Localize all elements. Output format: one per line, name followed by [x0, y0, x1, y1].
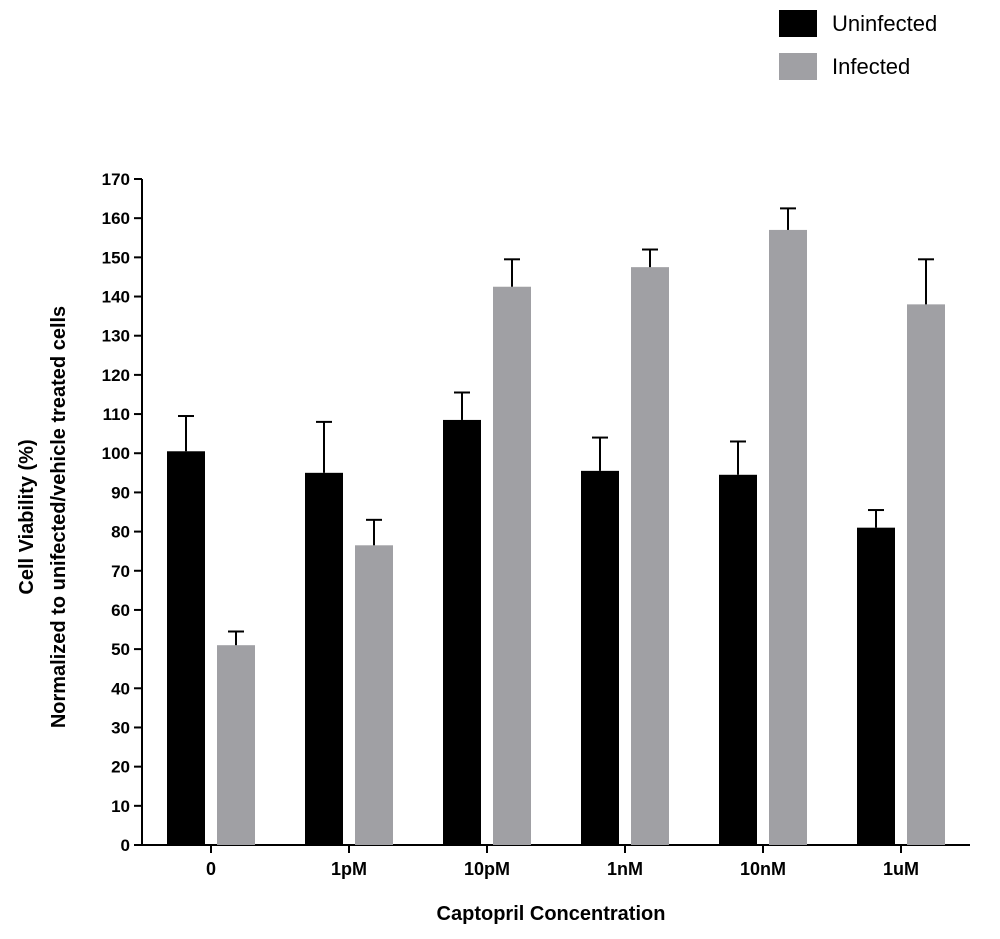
x-tick-label: 1nM [607, 859, 643, 879]
y-tick-label: 90 [111, 483, 130, 502]
bar [857, 527, 895, 845]
y-tick-label: 170 [102, 170, 130, 189]
y-axis-title-line-1: Cell Viability (%) [16, 439, 38, 594]
y-tick-label: 0 [121, 836, 130, 855]
bar [631, 267, 669, 845]
bar [719, 474, 757, 845]
bar [217, 645, 255, 845]
bar [167, 451, 205, 845]
y-tick-label: 30 [111, 718, 130, 737]
y-tick-label: 60 [111, 601, 130, 620]
bar [305, 472, 343, 845]
legend-label: Infected [832, 54, 910, 79]
y-tick-label: 140 [102, 288, 130, 307]
y-tick-label: 70 [111, 562, 130, 581]
axis-titles: Captopril Concentration Cell Viability (… [16, 306, 665, 925]
x-tick-label: 10pM [464, 859, 510, 879]
bars [167, 207, 945, 845]
y-tick-label: 130 [102, 327, 130, 346]
bar [581, 470, 619, 845]
y-tick-label: 10 [111, 797, 130, 816]
legend-swatch [779, 10, 817, 37]
y-tick-label: 160 [102, 209, 130, 228]
x-tick-label: 0 [206, 859, 216, 879]
y-tick-label: 50 [111, 640, 130, 659]
bar [769, 229, 807, 845]
x-tick-label: 1pM [331, 859, 367, 879]
y-axis-title-line-2: Normalized to unifected/vehicle treated … [48, 306, 70, 728]
y-tick-label: 110 [103, 405, 130, 424]
y-axis: 0 10 20 30 40 50 60 70 80 90 100 110 120 130 140 150 160… [102, 170, 143, 855]
x-axis-title: Captopril Concentration [437, 903, 666, 925]
bar [493, 286, 531, 845]
y-tick-label: 120 [102, 366, 130, 385]
x-axis: 0 1pM 10pM 1nM 10nM 1uM [142, 844, 970, 879]
legend: Uninfected Infected [779, 10, 937, 80]
bar [907, 304, 945, 845]
x-tick-label: 10nM [740, 859, 786, 879]
y-tick-label: 150 [102, 248, 130, 267]
x-tick-label: 1uM [883, 859, 919, 879]
y-tick-label: 40 [111, 679, 130, 698]
legend-label: Uninfected [832, 11, 937, 36]
bar [355, 545, 393, 845]
y-tick-label: 100 [102, 444, 130, 463]
bar [443, 419, 481, 845]
legend-swatch [779, 53, 817, 80]
y-tick-label: 20 [111, 758, 130, 777]
y-tick-label: 80 [111, 523, 130, 542]
